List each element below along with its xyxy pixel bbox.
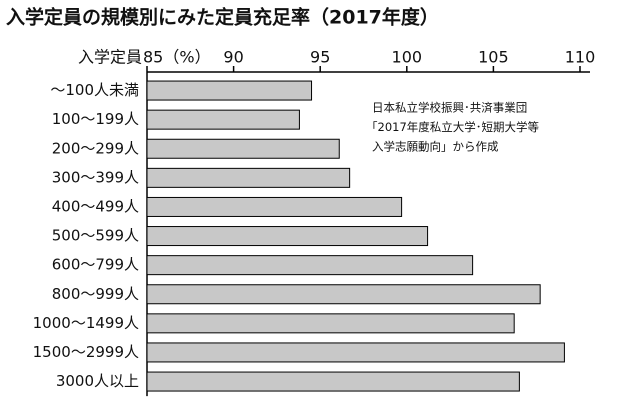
x-tick-label: 100: [392, 48, 423, 67]
bar: [146, 284, 541, 305]
bar: [146, 313, 515, 334]
annotation: 入学志願動向」から作成: [372, 140, 499, 154]
x-tick-label: 90: [223, 48, 243, 67]
chart-title: 入学定員の規模別にみた定員充足率（2017年度）: [6, 6, 439, 29]
y-tick-label: 800～999人: [52, 285, 139, 303]
bar: [146, 255, 474, 276]
bar: [146, 226, 429, 247]
y-tick-label: 500～599人: [52, 227, 139, 245]
x-tick-label: 110: [565, 48, 596, 67]
bar: [146, 371, 520, 392]
y-tick-label: 1000～1499人: [33, 314, 139, 332]
annotation: 「2017年度私立大学･短期大学等: [366, 120, 539, 134]
annotation: 日本私立学校振興･共済事業団: [372, 101, 527, 115]
bar: [146, 342, 565, 363]
x-tick-label: 95: [310, 48, 330, 67]
x-tick-label: 105: [478, 48, 509, 67]
y-tick-label: 3000人以上: [56, 372, 139, 390]
y-tick-label: 1500～2999人: [33, 343, 139, 361]
bar: [146, 138, 340, 159]
y-tick-label: 600～799人: [52, 256, 139, 274]
y-tick-label: 100～199人: [52, 110, 139, 128]
bar: [146, 167, 351, 188]
y-tick-label: ～100人未満: [50, 81, 139, 99]
bar: [146, 80, 313, 101]
y-tick-label: 400～499人: [52, 197, 139, 215]
bar: [146, 109, 300, 130]
y-tick-label: 200～299人: [52, 139, 139, 157]
y-axis-label: 入学定員: [78, 48, 142, 67]
y-tick-label: 300～399人: [52, 168, 139, 186]
x-tick-label: 85（%）: [143, 48, 211, 67]
bar: [146, 196, 403, 217]
